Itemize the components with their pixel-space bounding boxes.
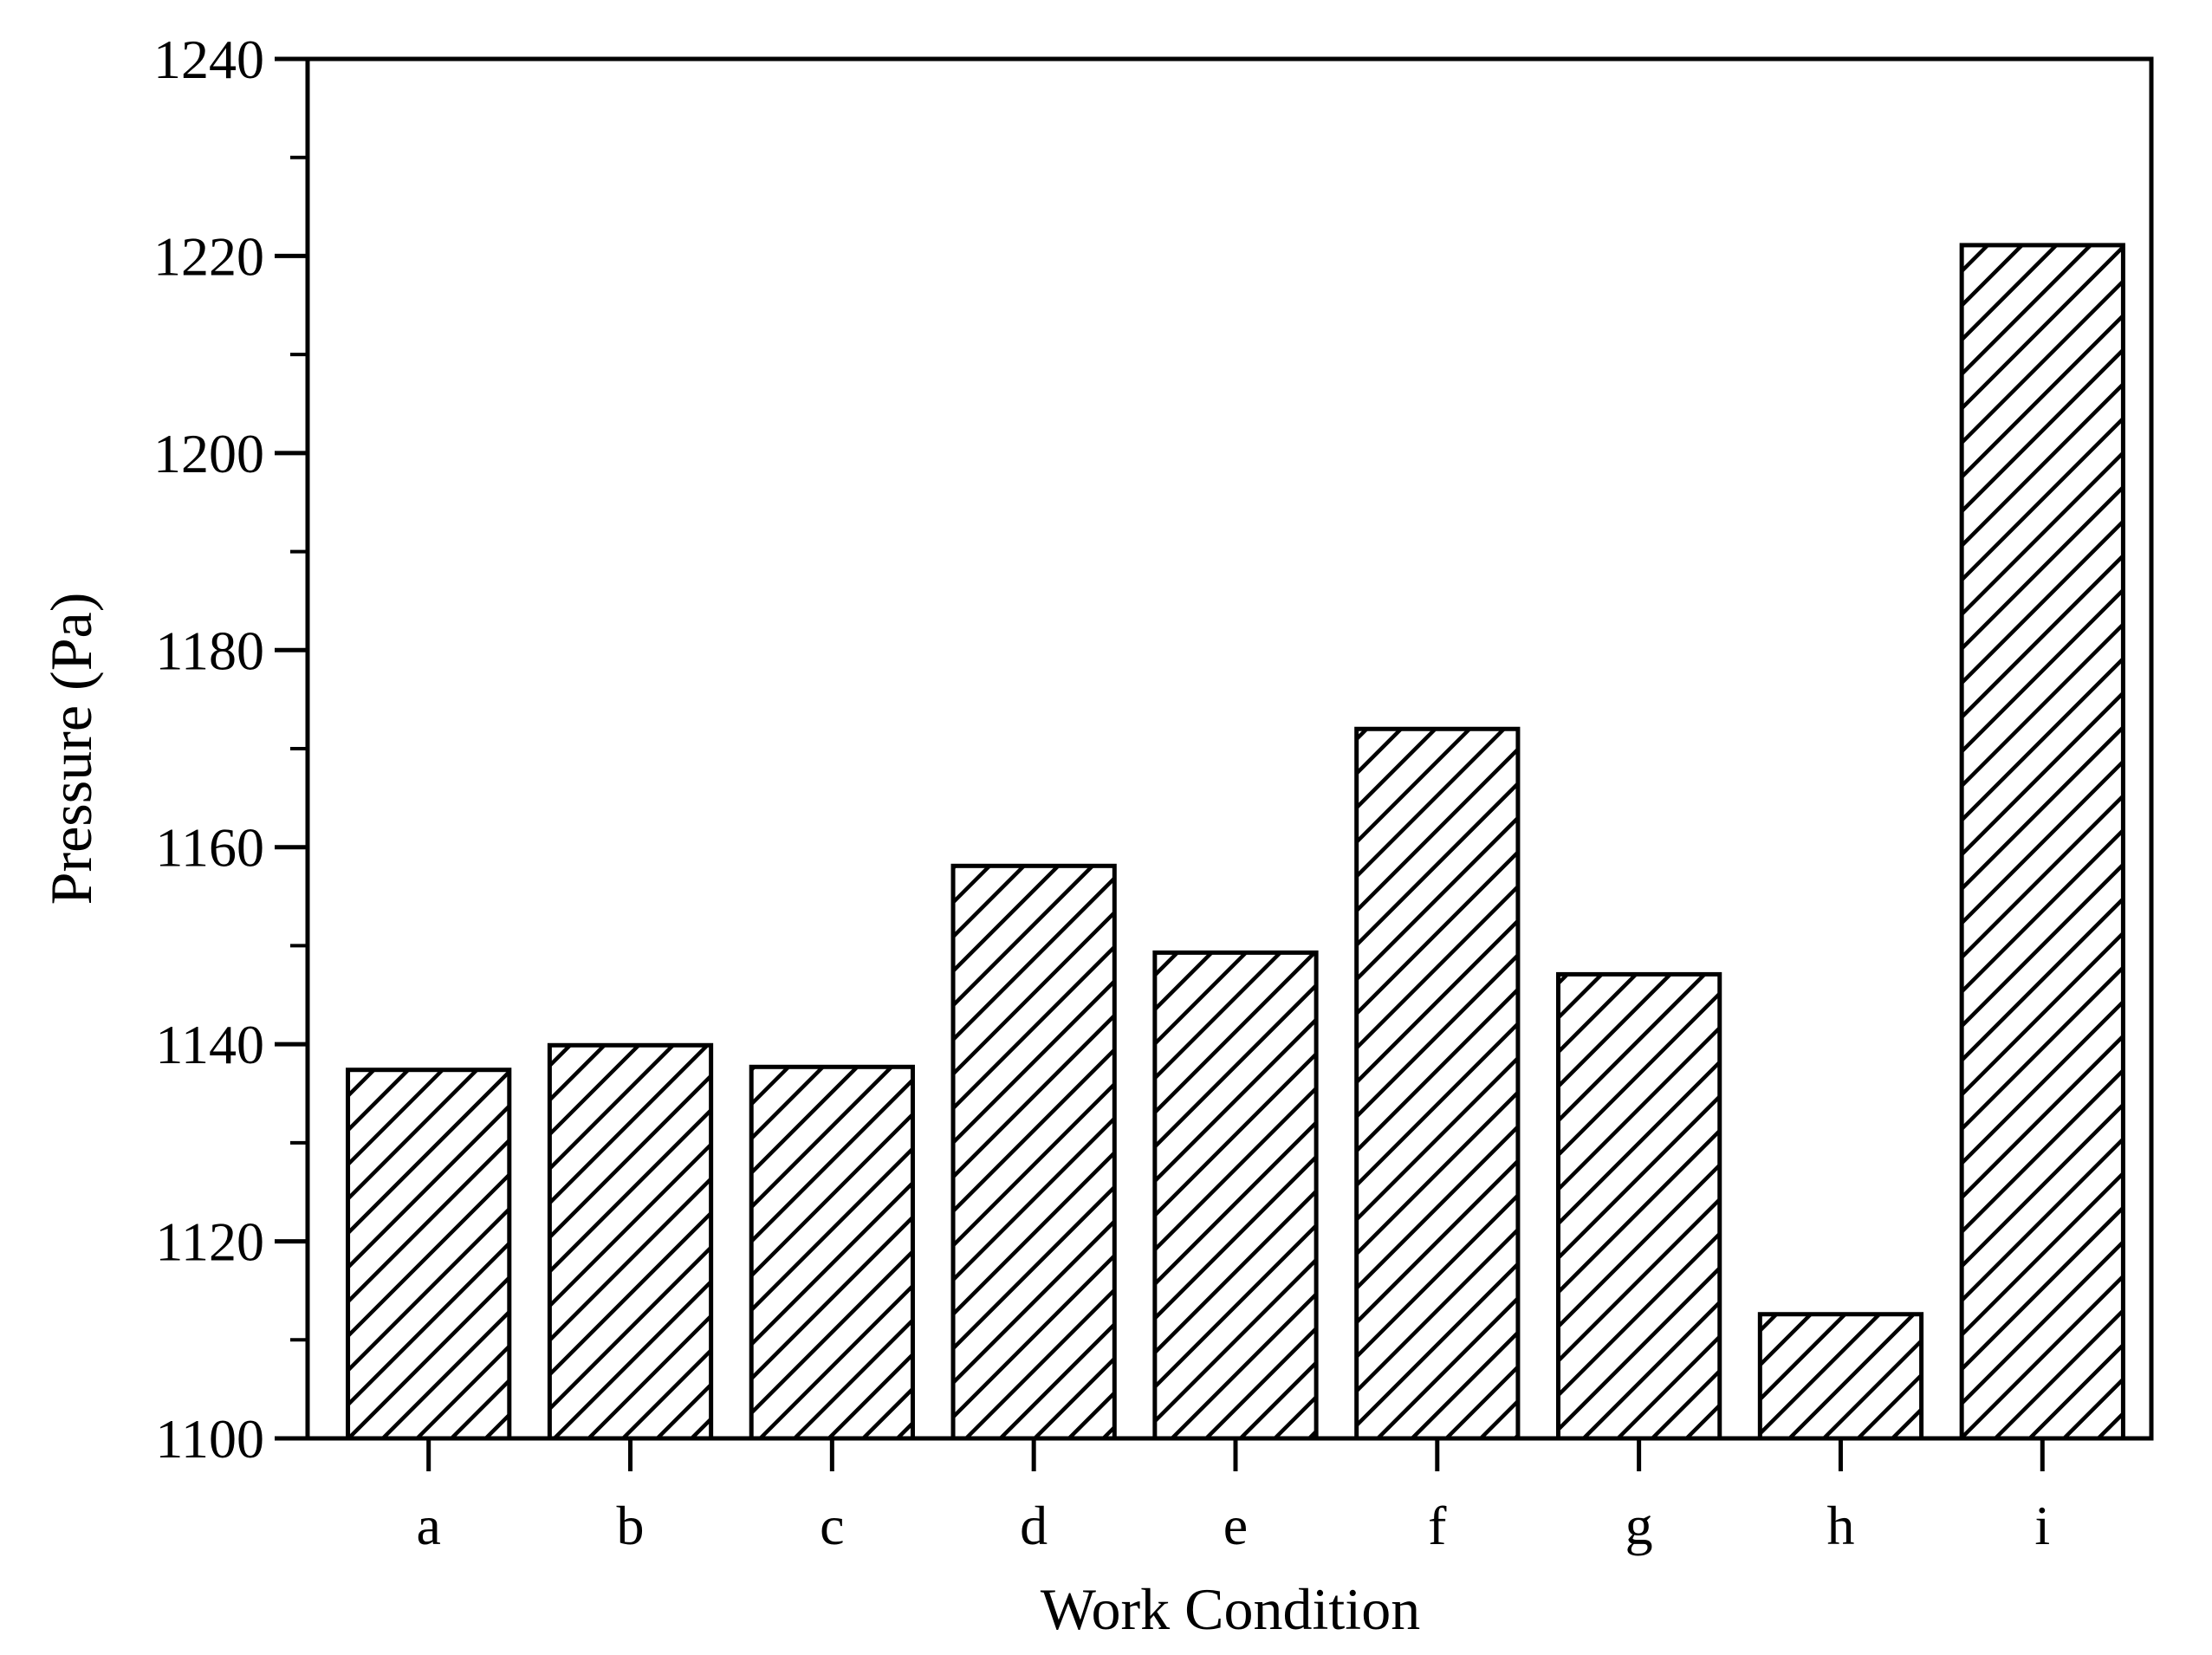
x-tick-label-c: c xyxy=(820,1495,844,1556)
bars-layer xyxy=(346,243,2125,1441)
y-tick-label: 1220 xyxy=(153,225,264,287)
x-tick-label-i: i xyxy=(2034,1495,2050,1556)
bar-a xyxy=(346,1068,512,1441)
y-axis: 1100 1120 1140 1160 1180 1200 1220 1240 xyxy=(153,29,308,1470)
x-tick-label-g: g xyxy=(1625,1495,1653,1556)
x-tick-label-b: b xyxy=(617,1495,645,1556)
y-tick-label: 1240 xyxy=(153,29,264,90)
x-axis: a b c d e f g h i xyxy=(416,1438,2050,1556)
x-tick-label-e: e xyxy=(1223,1495,1248,1556)
x-tick-label-h: h xyxy=(1826,1495,1854,1556)
bar-i xyxy=(1959,243,2125,1441)
y-tick-label: 1140 xyxy=(155,1014,264,1075)
x-axis-title: Work Condition xyxy=(1041,1576,1420,1642)
bar-d xyxy=(950,863,1117,1441)
bar-e xyxy=(1152,950,1319,1441)
x-tick-label-d: d xyxy=(1020,1495,1048,1556)
bar-b xyxy=(547,1042,714,1441)
bar-h xyxy=(1757,1312,1924,1441)
x-tick-label-a: a xyxy=(416,1495,440,1556)
y-tick-label: 1160 xyxy=(155,817,264,879)
bar-g xyxy=(1556,971,1722,1441)
bar-f xyxy=(1354,726,1521,1441)
x-tick-label-f: f xyxy=(1428,1495,1447,1556)
y-tick-label: 1120 xyxy=(155,1211,264,1273)
y-axis-title: Pressure (Pa) xyxy=(38,593,104,905)
y-tick-label: 1100 xyxy=(155,1408,264,1470)
y-tick-label: 1200 xyxy=(153,423,264,484)
y-tick-label: 1180 xyxy=(155,620,264,681)
bar-c xyxy=(749,1064,915,1441)
